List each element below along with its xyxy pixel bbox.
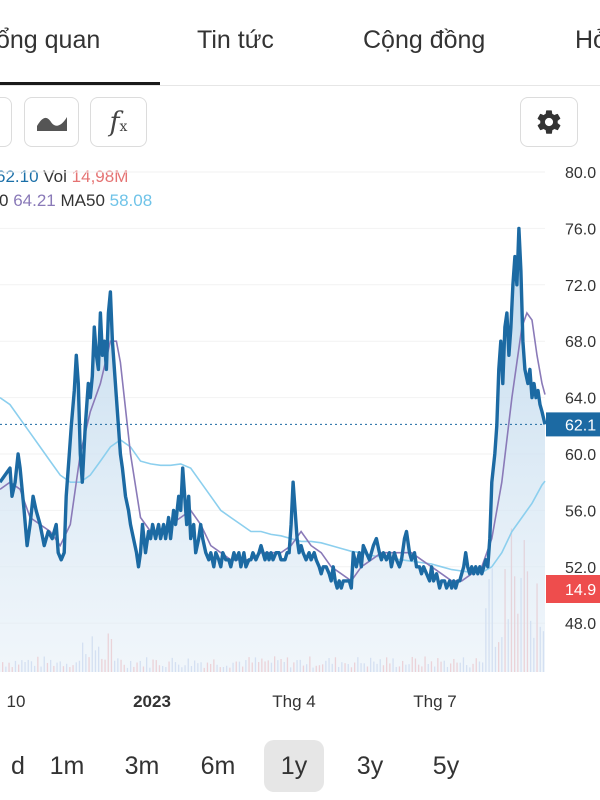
legend-ma-row: 0 64.21 MA50 58.08 [0,191,152,211]
y-tick-label: 48.0 [565,616,596,633]
legend-ma50-value: 58.08 [109,191,153,210]
x-tick-label: 2023 [133,692,171,711]
top-tab-bar: ổng quan Tin tức Cộng đồng Hỏ [0,0,600,86]
y-tick-label: 68.0 [565,334,596,351]
y-tick-label: 80.0 [565,165,596,182]
last-volume-label: 14.9 [565,582,596,599]
last-price-marker [546,412,600,437]
y-tick-label: 60.0 [565,447,596,464]
settings-button[interactable] [520,97,578,147]
tab-community[interactable]: Cộng đồng [363,26,486,54]
range-button-l[interactable]: l [580,740,600,792]
range-button-3m[interactable]: 3m [124,751,160,780]
range-button-1y[interactable]: 1y [264,740,324,792]
x-tick-label: Thg 7 [413,692,456,711]
range-button-6m[interactable]: 6m [200,751,236,780]
tab-news[interactable]: Tin tức [197,26,274,54]
y-tick-label: 52.0 [565,560,596,577]
legend-ma50-label: MA50 [60,191,105,210]
range-button-d[interactable]: d [11,751,25,780]
tab-qa[interactable]: Hỏ [575,26,600,54]
chart-type-button[interactable] [0,97,12,147]
tab-overview[interactable]: ổng quan [0,26,101,54]
gear-icon [537,110,561,134]
tab-active-indicator [0,82,160,85]
area-chart-button[interactable] [24,97,79,147]
y-tick-label: 64.0 [565,391,596,408]
legend-ma20-value: 64.21 [13,191,56,210]
y-tick-label: 76.0 [565,221,596,238]
ma50-line [0,396,546,574]
legend-ma20-label: 0 [0,191,9,210]
last-volume-marker [546,575,600,603]
range-button-1m[interactable]: 1m [49,751,85,780]
price-chart[interactable]: 80.0 76.0 72.0 68.0 64.0 60.0 56.0 52.0 48.0 10 2… [0,150,600,720]
time-range-bar: d 1m 3m 6m 1y 3y 5y l [0,735,600,800]
last-price-label: 62.1 [565,417,596,434]
price-line [0,226,547,590]
range-button-5y[interactable]: 5y [432,751,460,780]
area-chart-icon [36,117,67,131]
x-tick-label: Thg 4 [272,692,315,711]
range-button-3y[interactable]: 3y [356,751,384,780]
function-icon: fx [109,106,128,138]
y-tick-label: 72.0 [565,278,596,295]
x-tick-label: 10 [7,692,26,711]
y-tick-label: 56.0 [565,503,596,520]
indicators-button[interactable]: fx [90,97,147,147]
